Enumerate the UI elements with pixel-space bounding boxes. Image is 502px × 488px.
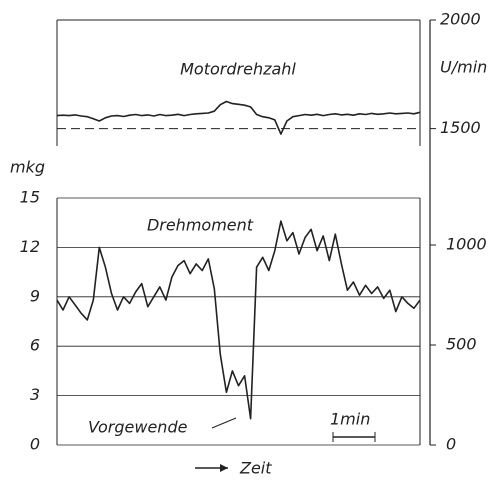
y2-tick-label: 0 [446,435,456,454]
y-tick-label: 6 [30,336,40,355]
y2-tick-label: 1000 [446,235,487,254]
x-label: Zeit [239,459,272,478]
y-label: U/min [440,58,487,77]
data-line [56,100,421,135]
y-tick-label: 15 [20,188,40,207]
y-label: mkg [10,158,45,177]
y2-tick-label: 500 [446,335,477,354]
data-line [56,220,421,420]
y-tick-label: 9 [30,286,40,305]
y-tick-label: 3 [30,385,40,404]
annotation: Vorgewende [88,418,188,437]
y-tick-label: 0 [30,435,40,454]
panel-title: Motordrehzahl [180,60,296,79]
y-tick-label: 2000 [440,10,481,29]
y-tick-label: 1500 [440,118,481,137]
annotation-leader [211,417,237,429]
panel-title: Drehmoment [147,216,254,235]
scale-bar-label: 1min [330,410,370,429]
y-tick-label: 12 [20,237,40,256]
time-arrow-head [220,464,228,472]
